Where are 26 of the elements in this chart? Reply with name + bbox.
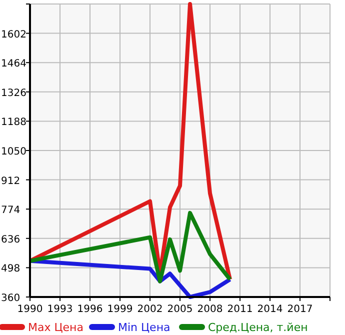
line-series [28, 210, 232, 284]
x-tick-label: 1990 [17, 304, 43, 315]
line-series [28, 258, 232, 299]
legend-label: Min Цена [118, 321, 170, 334]
legend-label: Max Цена [28, 321, 84, 334]
y-tick-label: 1464 [1, 58, 26, 70]
x-tick-label: 2011 [227, 304, 253, 315]
x-tick-label: 2014 [257, 304, 283, 315]
line-series [28, 2, 232, 282]
x-tick-label: 2008 [197, 304, 223, 315]
y-tick-label: 1188 [1, 117, 26, 128]
y-tick-label: 1050 [1, 146, 26, 158]
x-tick-label: 1999 [107, 304, 133, 315]
y-tick-label: 1326 [1, 88, 26, 99]
y-tick-label: 1602 [1, 29, 26, 40]
x-tick-label: 1996 [77, 304, 103, 315]
legend-label: Сред.Цена, т.йен [208, 321, 308, 334]
x-tick-label: 2005 [167, 304, 193, 315]
y-tick-label: 912 [1, 176, 20, 187]
y-tick-label: 498 [1, 264, 20, 275]
y-tick-label: 774 [1, 205, 20, 216]
x-tick-label: 2017 [287, 304, 313, 315]
x-tick-label: 2002 [137, 304, 163, 315]
y-tick-label: 636 [1, 234, 20, 246]
y-tick-label: 360 [1, 293, 20, 304]
x-tick-label: 1993 [47, 304, 73, 315]
